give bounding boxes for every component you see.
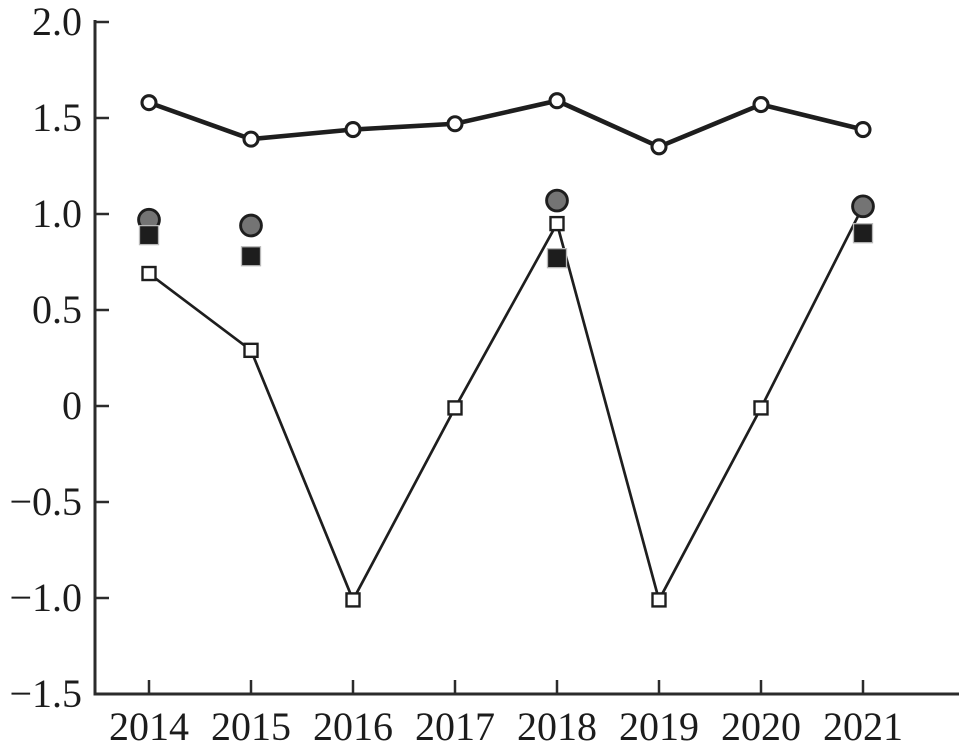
open-circle-marker [242,130,260,148]
open-circle-marker [650,138,668,156]
series-markers-open-square-line [141,198,871,608]
open-circle-marker [752,96,770,114]
axes: 2.0 1.5 1.0 0.5 0 −0.5 −1.0 −1.5 2014 2015 2016 201… [9,0,959,749]
y-tick-label: 0.5 [32,287,82,332]
series-markers-black-square-scatter [138,223,874,269]
series-lines [148,98,865,604]
x-tick-label: 2020 [721,704,801,749]
x-tick-label: 2021 [823,704,903,749]
y-tick-label: 1.0 [32,191,82,236]
series-markers [137,92,875,608]
open-circle-marker [344,120,362,139]
gray-circle-marker [545,188,569,213]
y-tick-label: 0 [62,383,82,428]
series-path-open-square-line [148,205,865,604]
open-circle-marker [548,92,566,110]
y-tick-label: −1.5 [9,671,82,716]
open-square-marker [753,400,769,416]
black-square-marker [546,248,568,269]
open-square-marker [243,342,259,359]
open-circle-marker [140,94,158,112]
open-square-marker [345,592,361,608]
x-tick-label: 2016 [313,704,393,749]
gray-circle-marker [239,213,263,238]
y-tick-label: −0.5 [9,479,82,524]
x-tick-label: 2019 [619,704,699,749]
open-circle-marker [854,120,872,139]
x-tick-label: 2015 [211,704,291,749]
series-path-open-circle-line [148,98,864,150]
series-markers-open-circle-line [140,92,872,156]
black-square-marker [138,224,160,246]
y-tick-label: 1.5 [32,95,82,140]
x-tick-label: 2014 [109,704,189,749]
x-tick-label: 2018 [517,704,597,749]
open-square-marker [141,265,157,282]
open-square-marker [447,400,463,416]
gray-circle-marker [851,194,875,219]
y-tick-label: −1.0 [9,575,82,620]
y-tick-label: 2.0 [32,0,82,44]
black-square-marker [240,246,262,267]
series-markers-gray-circle-scatter [137,188,875,238]
open-square-marker [549,215,565,232]
open-square-marker [651,592,667,608]
open-circle-marker [446,115,464,133]
x-tick-label: 2017 [415,704,495,749]
black-square-marker [852,223,874,244]
